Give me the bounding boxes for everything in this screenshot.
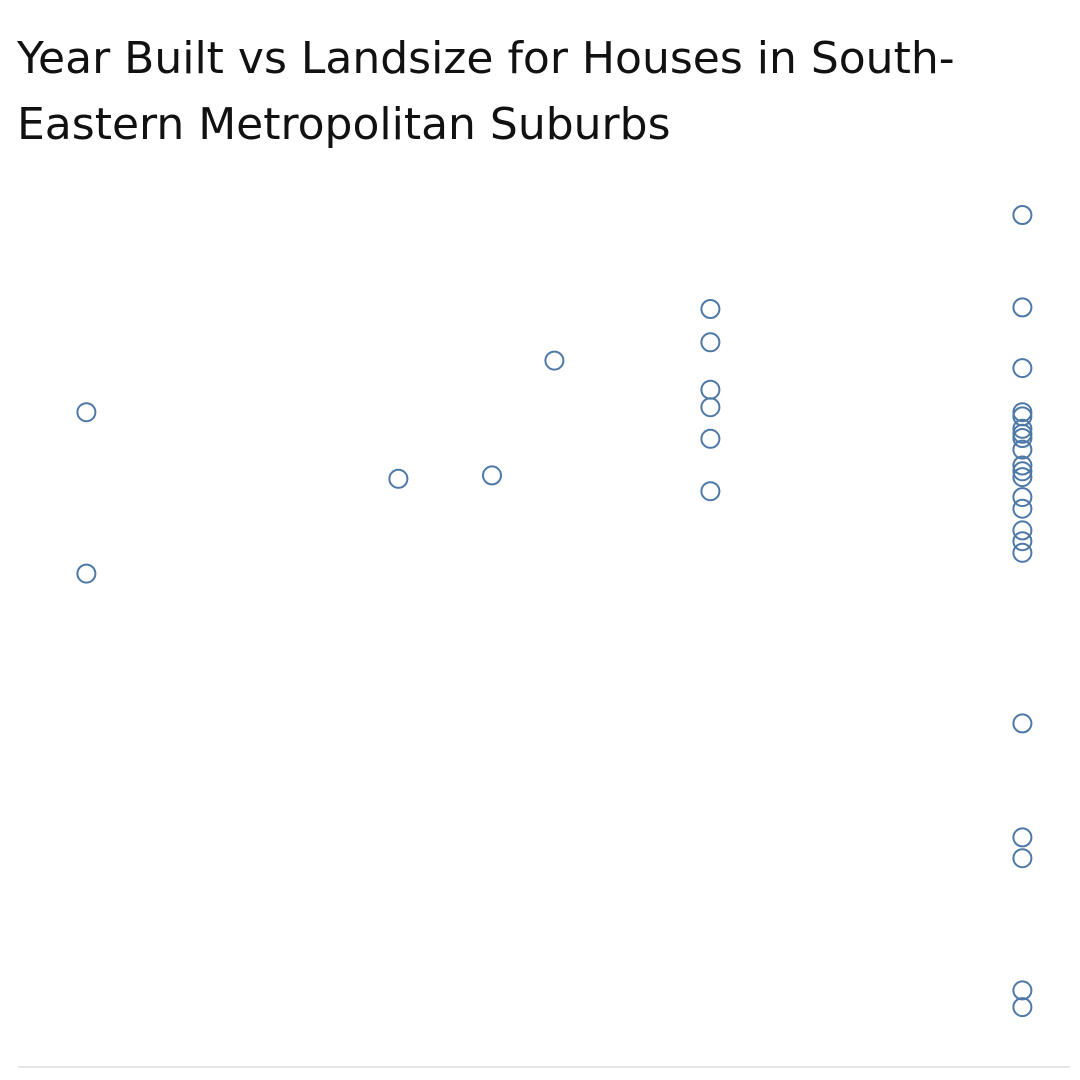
scatter-point-12: [1012, 297, 1033, 318]
scatter-point-1: [76, 563, 97, 584]
scatter-point-32: [1012, 997, 1033, 1018]
scatter-point-13: [1012, 358, 1033, 379]
scatter-point-28: [1012, 713, 1033, 734]
scatter-point-23: [1012, 487, 1033, 508]
scatter-point-10: [700, 481, 721, 502]
scatter-point-6: [700, 332, 721, 353]
scatter-point-22: [1012, 467, 1033, 488]
points-layer: [76, 205, 1033, 1018]
scatter-point-30: [1012, 848, 1033, 869]
scatter-point-27: [1012, 542, 1033, 563]
scatter-point-2: [388, 468, 409, 489]
scatter-point-5: [700, 299, 721, 319]
scatter-point-24: [1012, 498, 1033, 519]
scatter-point-19: [1012, 439, 1033, 460]
scatter-point-8: [700, 397, 721, 418]
scatter-point-29: [1012, 827, 1033, 848]
scatter-point-14: [1012, 402, 1033, 423]
scatter-point-9: [700, 428, 721, 449]
scatter-point-3: [482, 465, 502, 486]
scatter-point-26: [1012, 531, 1033, 552]
scatter-point-25: [1012, 520, 1033, 541]
scatter-point-7: [700, 379, 721, 400]
chart-title: Year Built vs Landsize for Houses in Sou…: [17, 33, 955, 150]
scatter-point-16: [1012, 418, 1033, 439]
scatter-point-11: [1012, 205, 1033, 225]
scatter-point-20: [1012, 455, 1033, 476]
scatter-point-4: [544, 350, 565, 371]
scatter-point-21: [1012, 461, 1033, 482]
scatter-point-31: [1012, 980, 1033, 1001]
scatter-point-0: [76, 402, 97, 423]
scatter-point-18: [1012, 428, 1033, 448]
